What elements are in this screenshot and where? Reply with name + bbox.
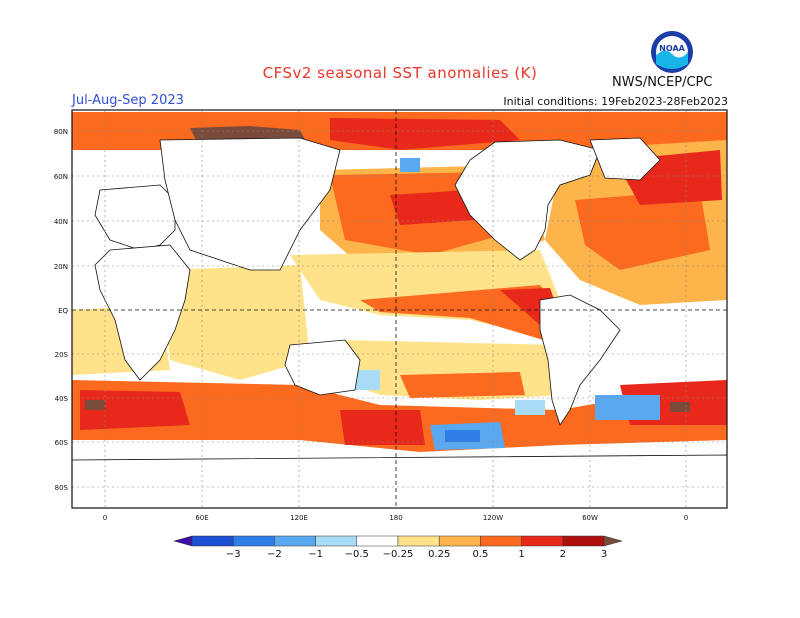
colorbar-segment xyxy=(274,535,316,547)
colorbar-segment xyxy=(562,535,605,547)
lat-label-eq: EQ xyxy=(58,307,68,315)
longitude-labels: 0 60E 120E 180 120W 60W 0 xyxy=(103,514,688,522)
colorbar-segment xyxy=(480,535,522,547)
colorbar: −3 −2 −1 −0.5 −0.25 0.25 0.5 1 2 3 xyxy=(173,535,623,560)
credit-label: NWS/NCEP/CPC xyxy=(612,75,713,90)
lat-label-20s: 20S xyxy=(55,351,69,359)
season-label: Jul-Aug-Sep 2023 xyxy=(72,93,184,108)
colorbar-tick-label: −0.25 xyxy=(383,549,414,560)
colorbar-tick-label: 0.5 xyxy=(472,549,488,560)
colorbar-segment xyxy=(191,535,234,547)
anomaly-north-atlantic-core xyxy=(575,190,710,270)
graticule xyxy=(72,110,727,508)
colorbar-tick-label: −1 xyxy=(308,549,323,560)
anomaly-cool-patch-bering xyxy=(400,158,420,172)
lon-label-120w: 120W xyxy=(483,514,503,522)
lon-label-0: 0 xyxy=(103,514,107,522)
map-title: CFSv2 seasonal SST anomalies (K) xyxy=(262,64,538,82)
colorbar-segment xyxy=(397,535,440,547)
lon-label-60e: 60E xyxy=(195,514,208,522)
land-europe xyxy=(94,184,176,251)
anomaly-cool-patch-south-atlantic xyxy=(595,395,660,420)
colorbar-tick-label: −2 xyxy=(267,549,282,560)
land-antarctica xyxy=(72,454,727,508)
latitude-labels: 80N 60N 40N 20N EQ 20S 40S 60S 80S xyxy=(54,128,69,492)
colorbar-max-extension xyxy=(603,535,623,547)
colorbar-segment xyxy=(315,535,358,547)
anomaly-cool-patch-tasman xyxy=(355,370,380,390)
anomaly-extreme-patch-east xyxy=(670,402,690,412)
anomaly-southern-ocean-strong-west xyxy=(80,390,190,430)
svg-text:NOAA: NOAA xyxy=(659,44,685,53)
reference-lines xyxy=(72,110,727,508)
colorbar-tick-label: −0.5 xyxy=(345,549,369,560)
lon-label-120e: 120E xyxy=(290,514,308,522)
colorbar-segment xyxy=(521,535,564,547)
anomaly-arctic-strong xyxy=(330,118,520,150)
lon-label-60w: 60W xyxy=(582,514,598,522)
initial-conditions-label: Initial conditions: 19Feb2023-28Feb2023 xyxy=(503,95,728,108)
colorbar-tick-label: 0.25 xyxy=(428,549,450,560)
lat-label-80s: 80S xyxy=(55,484,69,492)
anomaly-indian-ocean xyxy=(160,265,310,380)
colorbar-tick-label: 1 xyxy=(518,549,524,560)
land-south-america xyxy=(539,294,621,426)
land-asia xyxy=(159,137,341,271)
map-frame xyxy=(71,109,728,509)
land-greenland xyxy=(589,137,661,181)
colorbar-segment xyxy=(356,535,399,547)
land-africa xyxy=(94,244,191,381)
anomaly-cool-patch-core xyxy=(445,430,480,442)
lon-label-0-east: 0 xyxy=(684,514,688,522)
colorbar-tick-label: −3 xyxy=(226,549,241,560)
lat-label-60n: 60N xyxy=(54,173,68,181)
anomaly-southern-ocean-strong-pacific xyxy=(340,410,425,445)
colorbar-tick-label: 2 xyxy=(560,549,566,560)
lon-label-180: 180 xyxy=(389,514,402,522)
lat-label-60s: 60S xyxy=(55,439,69,447)
colorbar-tick-labels: −3 −2 −1 −0.5 −0.25 0.25 0.5 1 2 3 xyxy=(226,549,607,560)
colorbar-segment xyxy=(438,535,481,547)
noaa-logo: NOAA xyxy=(651,31,693,73)
lat-label-40s: 40S xyxy=(55,395,69,403)
colorbar-min-extension xyxy=(173,535,193,547)
colorbar-segment xyxy=(232,535,275,547)
anomaly-south-pacific-core xyxy=(400,372,525,398)
lat-label-20n: 20N xyxy=(54,263,68,271)
lat-label-40n: 40N xyxy=(54,218,68,226)
anomaly-north-pacific-strong xyxy=(390,190,475,225)
colorbar-tick-label: 3 xyxy=(601,549,607,560)
lat-label-80n: 80N xyxy=(54,128,68,136)
anomaly-cool-patch-southeast-pacific xyxy=(515,400,545,415)
anomaly-extreme-patch-west xyxy=(85,400,105,410)
colorbar-segments xyxy=(173,535,623,547)
